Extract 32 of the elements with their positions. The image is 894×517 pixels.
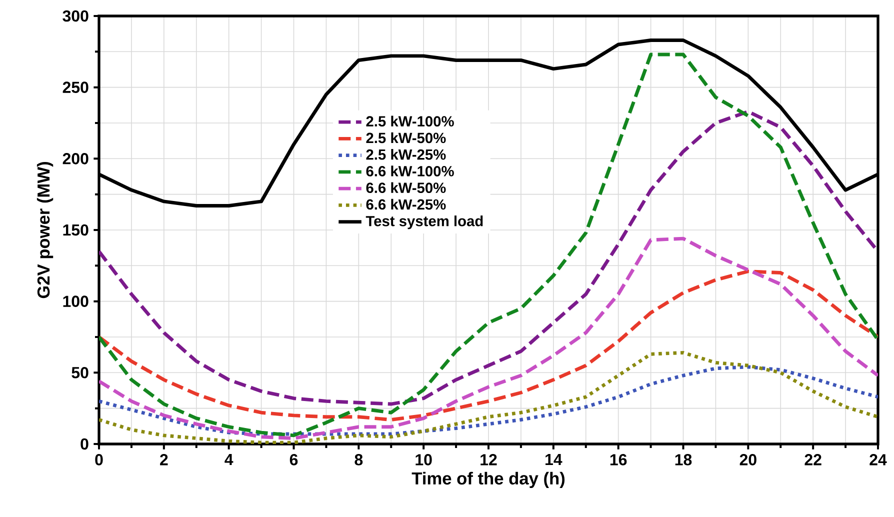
line-series xyxy=(99,270,878,422)
y-tick-label: 300 xyxy=(62,10,88,22)
line-series xyxy=(99,350,878,444)
x-tick-label: 6 xyxy=(290,454,298,466)
x-tick-label: 16 xyxy=(610,454,627,466)
legend-label: 2.5 kW-25% xyxy=(366,149,446,160)
x-tick-label: 14 xyxy=(546,454,562,466)
y-tick-label: 150 xyxy=(63,224,88,236)
x-axis-title: Time of the day (h) xyxy=(412,472,565,488)
x-tick-label: 18 xyxy=(675,454,692,466)
x-tick-label: 0 xyxy=(95,454,103,466)
y-tick-label: 250 xyxy=(62,82,88,93)
legend-label: Test system load xyxy=(366,216,483,230)
x-tick-label: 24 xyxy=(870,454,887,466)
y-tick-label: 0 xyxy=(80,438,88,450)
x-tick-label: 20 xyxy=(740,454,756,466)
legend-label: 2.5 kW-50% xyxy=(366,132,446,144)
y-tick-label: 200 xyxy=(62,153,88,164)
y-tick-label: 50 xyxy=(72,366,88,378)
x-tick-label: 2 xyxy=(160,454,168,466)
y-axis-title: G2V power (MW) xyxy=(36,162,54,298)
line-series xyxy=(99,52,878,438)
legend-label: 2.5 kW-100% xyxy=(366,116,454,127)
x-tick-label: 4 xyxy=(224,454,234,466)
x-tick-label: 12 xyxy=(480,454,497,466)
x-tick-label: 22 xyxy=(804,454,822,466)
x-tick-label: 8 xyxy=(354,454,363,466)
legend-label: 6.6 kW-25% xyxy=(366,198,446,210)
legend-label: 6.6 kW-50% xyxy=(366,182,446,194)
legend-label: 6.6 kW-100% xyxy=(366,166,454,176)
y-tick-label: 100 xyxy=(63,296,88,307)
x-tick-label: 10 xyxy=(416,454,432,466)
